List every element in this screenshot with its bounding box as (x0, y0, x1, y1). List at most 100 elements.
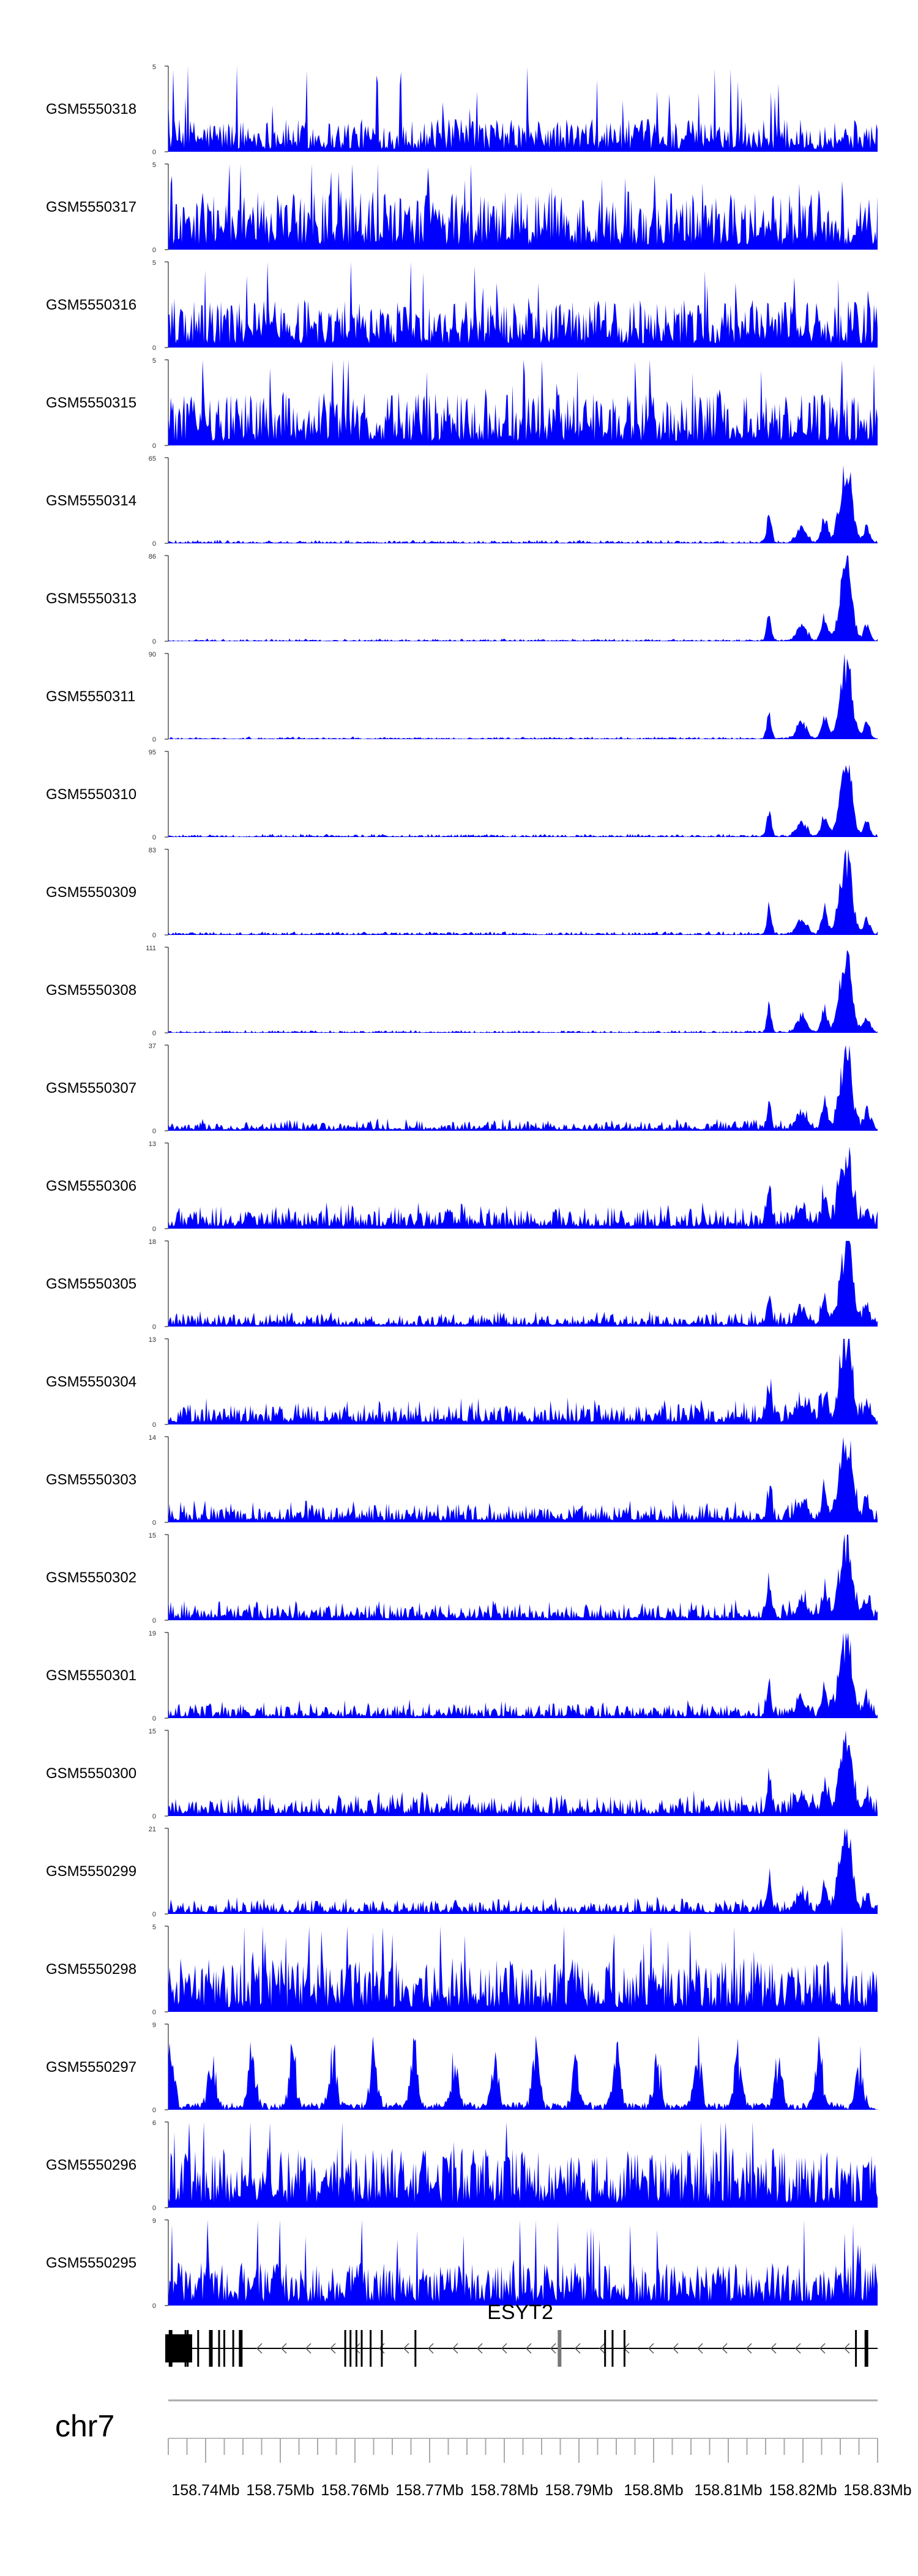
axis-tick-label: 158.77Mb (395, 2482, 463, 2499)
exon (370, 2330, 372, 2367)
coverage-area (168, 1730, 878, 1816)
y-axis-min-label: 0 (152, 442, 156, 450)
exon (611, 2330, 614, 2367)
axis-tick-label: 158.74Mb (171, 2482, 239, 2499)
y-axis-min-label: 0 (152, 2009, 156, 2016)
track-GSM5550317: GSM5550317 5 0 (46, 162, 878, 254)
y-axis-min-label: 0 (152, 149, 156, 156)
track-name-label: GSM5550307 (46, 1080, 136, 1096)
coverage-area (168, 849, 878, 935)
y-axis-min-label: 0 (152, 932, 156, 939)
y-axis-min-label: 0 (152, 1813, 156, 1820)
track-GSM5550314: GSM5550314 65 0 (46, 455, 878, 548)
y-axis-max-label: 5 (152, 162, 156, 169)
strand-arrow (819, 2343, 826, 2354)
coverage-area (168, 2220, 878, 2306)
coverage-area (168, 653, 878, 739)
y-axis-max-label: 90 (149, 651, 156, 658)
track-GSM5550308: GSM5550308 111 0 (46, 945, 878, 1037)
strand-arrow (770, 2343, 777, 2354)
track-GSM5550299: GSM5550299 21 0 (46, 1826, 878, 1918)
track-name-label: GSM5550304 (46, 1374, 136, 1390)
track-name-label: GSM5550301 (46, 1667, 136, 1684)
exon (223, 2330, 225, 2367)
y-axis-min-label: 0 (152, 1323, 156, 1331)
track-name-label: GSM5550308 (46, 982, 136, 999)
coverage-tracks: GSM555031850GSM555031750GSM555031650GSM5… (46, 64, 878, 2310)
track-GSM5550306: GSM5550306 13 0 (46, 1141, 878, 1233)
y-axis-max-label: 14 (149, 1434, 156, 1442)
strand-arrow (256, 2343, 263, 2354)
y-axis-max-label: 9 (152, 2217, 156, 2225)
y-axis-max-label: 6 (152, 2120, 156, 2127)
track-GSM5550301: GSM5550301 19 0 (46, 1630, 878, 1722)
exon (239, 2330, 243, 2367)
coverage-area (168, 2122, 878, 2208)
y-axis-min-label: 0 (152, 1128, 156, 1135)
strand-arrow (354, 2343, 360, 2354)
track-name-label: GSM5550298 (46, 1961, 136, 1978)
exon (558, 2330, 562, 2367)
axis-tick-label: 158.82Mb (769, 2482, 837, 2499)
axis-tick-label: 158.8Mb (624, 2482, 683, 2499)
strand-arrow (647, 2343, 654, 2354)
axis-tick-label: 158.78Mb (470, 2482, 538, 2499)
y-axis-max-label: 21 (149, 1826, 156, 1833)
y-axis-min-label: 0 (152, 834, 156, 841)
y-axis-min-label: 0 (152, 540, 156, 548)
coverage-area (168, 764, 878, 837)
y-axis-min-label: 0 (152, 736, 156, 743)
track-GSM5550304: GSM5550304 13 0 (46, 1336, 878, 1429)
y-axis-max-label: 13 (149, 1141, 156, 1148)
y-axis-min-label: 0 (152, 1715, 156, 1722)
track-GSM5550307: GSM5550307 37 0 (46, 1043, 878, 1135)
strand-arrow (721, 2343, 728, 2354)
y-axis-min-label: 0 (152, 1421, 156, 1429)
y-axis-max-label: 15 (149, 1532, 156, 1539)
coverage-area (168, 66, 878, 152)
chromosome-track: chr7 158.74Mb 158.75Mb 158.76Mb 158.77Mb 158… (55, 2399, 912, 2499)
coverage-area (168, 1926, 878, 2012)
y-axis-max-label: 111 (146, 945, 156, 952)
y-axis-max-label: 15 (149, 1728, 156, 1735)
chromosome-label: chr7 (55, 2409, 114, 2443)
strand-arrow (280, 2343, 287, 2354)
track-GSM5550300: GSM5550300 15 0 (46, 1728, 878, 1820)
axis-tick-label: 158.76Mb (321, 2482, 389, 2499)
track-GSM5550296: GSM5550296 6 0 (46, 2120, 878, 2212)
track-name-label: GSM5550318 (46, 101, 136, 117)
y-axis-max-label: 19 (149, 1630, 156, 1637)
strand-arrow (452, 2343, 458, 2354)
gene-utr-block (165, 2334, 192, 2362)
strand-arrow (501, 2343, 507, 2354)
strand-arrow (550, 2343, 556, 2354)
exon (209, 2330, 213, 2367)
y-axis-max-label: 5 (152, 1924, 156, 1931)
exon (623, 2330, 625, 2367)
y-axis-min-label: 0 (152, 1617, 156, 1625)
y-axis-min-label: 0 (152, 1226, 156, 1233)
track-GSM5550303: GSM5550303 14 0 (46, 1434, 878, 1527)
coverage-area (168, 1146, 878, 1229)
track-GSM5550295: GSM5550295 9 0 (46, 2217, 878, 2310)
coverage-area (168, 556, 878, 641)
strand-arrow (525, 2343, 532, 2354)
track-name-label: GSM5550310 (46, 786, 136, 803)
exon (414, 2330, 417, 2367)
track-GSM5550297: GSM5550297 9 0 (46, 2022, 878, 2114)
y-axis-min-label: 0 (152, 1030, 156, 1037)
y-axis-min-label: 0 (152, 1911, 156, 1918)
coverage-area (168, 1535, 878, 1620)
track-GSM5550310: GSM5550310 95 0 (46, 749, 878, 841)
coverage-area (168, 1339, 878, 1424)
y-axis-max-label: 5 (152, 64, 156, 71)
exon (232, 2330, 234, 2367)
strand-arrow (476, 2343, 483, 2354)
track-name-label: GSM5550303 (46, 1472, 136, 1488)
strand-arrow (403, 2343, 409, 2354)
track-name-label: GSM5550302 (46, 1569, 136, 1586)
y-axis-min-label: 0 (152, 2107, 156, 2114)
coverage-area (168, 1828, 878, 1914)
track-name-label: GSM5550305 (46, 1276, 136, 1292)
